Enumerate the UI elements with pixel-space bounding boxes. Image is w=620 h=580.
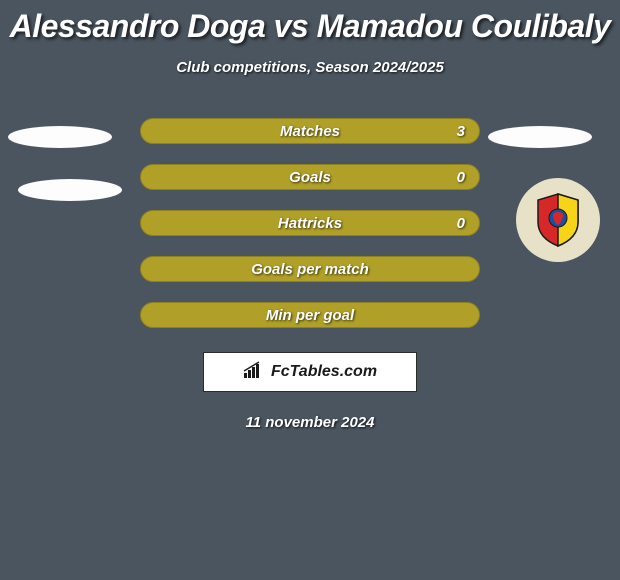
stat-label: Matches — [280, 123, 340, 140]
brand-box: FcTables.com — [203, 352, 417, 392]
stat-row: Hattricks 0 — [140, 210, 480, 236]
date-text: 11 november 2024 — [0, 414, 620, 431]
stat-row: Matches 3 — [140, 118, 480, 144]
stat-row: Min per goal — [140, 302, 480, 328]
stat-value-right: 3 — [457, 123, 465, 140]
stat-row: Goals per match — [140, 256, 480, 282]
subtitle: Club competitions, Season 2024/2025 — [0, 59, 620, 76]
stat-label: Hattricks — [278, 215, 342, 232]
stat-value-right: 0 — [457, 169, 465, 186]
stat-label: Min per goal — [266, 307, 354, 324]
stat-label: Goals per match — [251, 261, 369, 278]
catanzaro-shield-icon — [534, 192, 582, 248]
stat-label: Goals — [289, 169, 331, 186]
team-badge-right — [516, 178, 600, 262]
page-title: Alessandro Doga vs Mamadou Coulibaly — [0, 0, 620, 45]
brand-text: FcTables.com — [271, 363, 377, 381]
stat-value-right: 0 — [457, 215, 465, 232]
ellipse-left-1 — [8, 126, 112, 148]
stat-row: Goals 0 — [140, 164, 480, 190]
ellipse-right-1 — [488, 126, 592, 148]
ellipse-left-2 — [18, 179, 122, 201]
brand-chart-icon — [243, 361, 265, 384]
